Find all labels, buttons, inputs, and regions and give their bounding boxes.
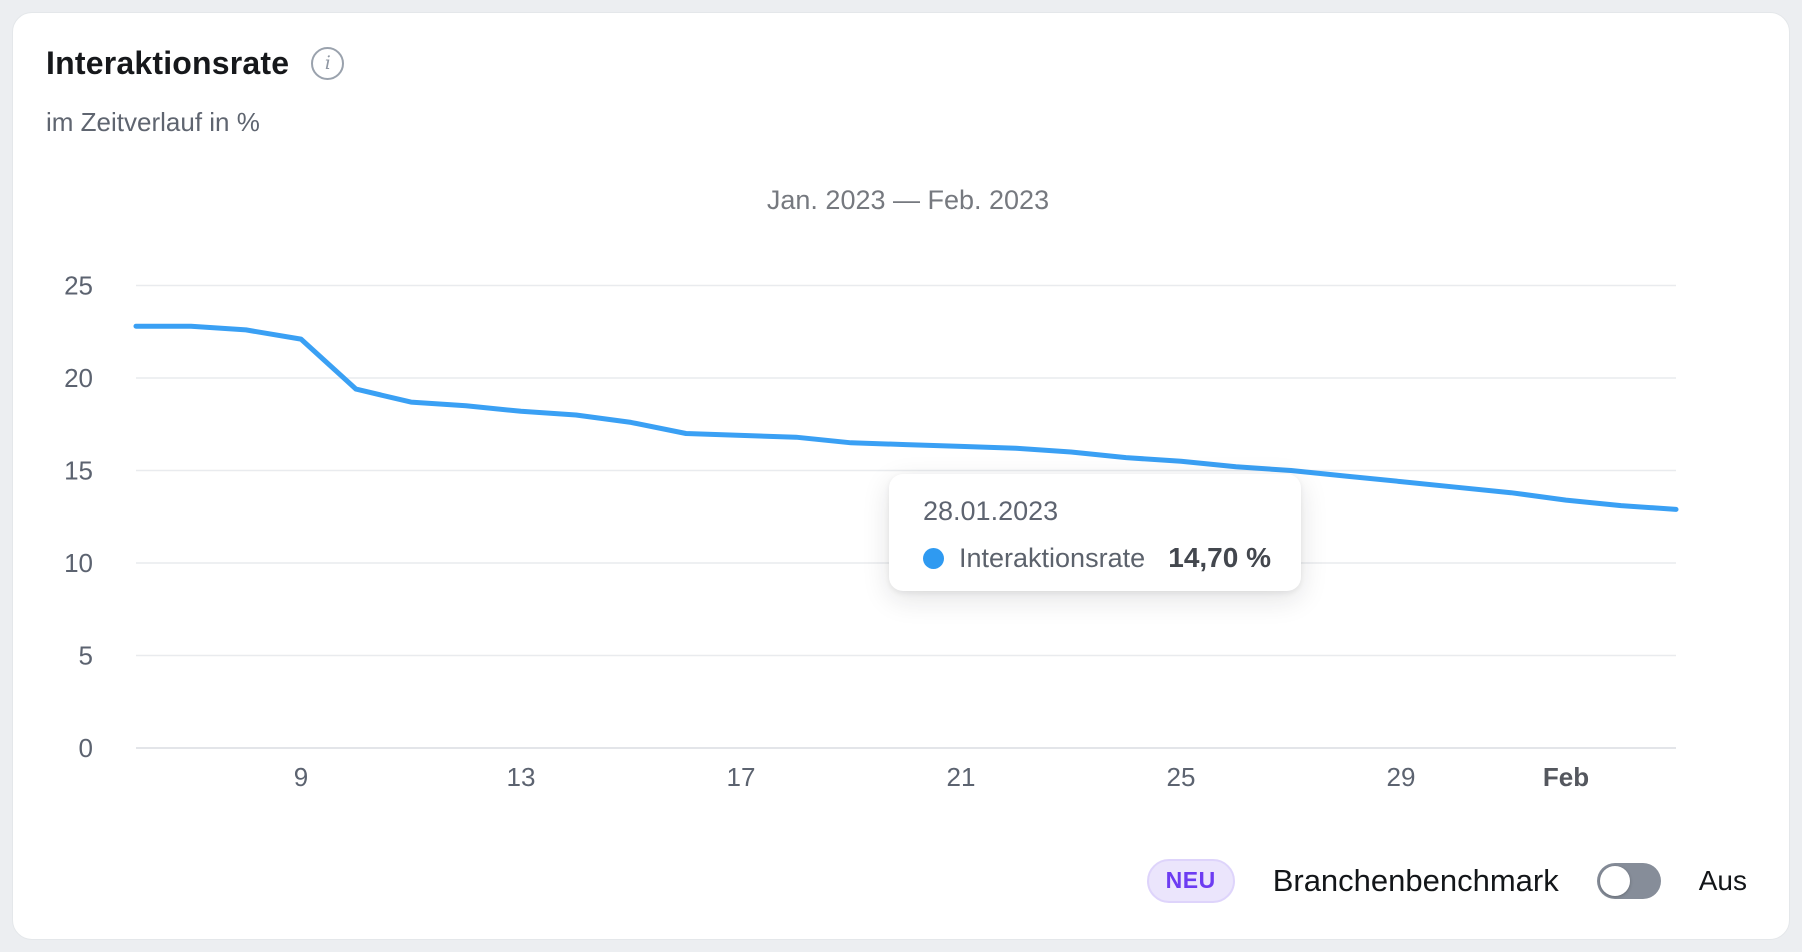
page-title: Interaktionsrate	[46, 45, 290, 81]
y-tick-label-0: 0	[79, 733, 93, 763]
x-tick-label-21: 21	[947, 762, 976, 792]
neu-badge: NEU	[1146, 859, 1235, 903]
chart-period-title: Jan. 2023 — Feb. 2023	[766, 185, 1050, 215]
tooltip-series-label: Interaktionsrate	[959, 542, 1146, 573]
x-tick-label-feb: Feb	[1543, 762, 1589, 792]
x-tick-label-25: 25	[1167, 762, 1196, 792]
tooltip-date: 28.01.2023	[923, 496, 1059, 526]
chart-card: Interaktionsrate i im Zeitverlauf in % J…	[12, 12, 1790, 940]
benchmark-label: Branchenbenchmark	[1272, 863, 1559, 898]
y-tick-label-10: 10	[64, 548, 93, 578]
y-tick-label-15: 15	[64, 456, 93, 486]
toggle-state-label: Aus	[1698, 865, 1747, 896]
y-tick-label-25: 25	[64, 271, 93, 301]
benchmark-controls: NEU Branchenbenchmark Aus	[1146, 851, 1747, 911]
tooltip-value: 14,70 %	[1168, 542, 1271, 573]
card-subtitle: im Zeitverlauf in %	[46, 107, 260, 137]
chart-tooltip: 28.01.2023 Interaktionsrate 14,70 %	[889, 474, 1301, 591]
x-tick-label-13: 13	[507, 762, 536, 792]
info-icon[interactable]: i	[311, 47, 345, 80]
x-tick-label-17: 17	[727, 762, 756, 792]
y-tick-label-20: 20	[64, 363, 93, 393]
series-dot-icon	[923, 547, 944, 569]
x-tick-label-29: 29	[1387, 762, 1416, 792]
card-header: Interaktionsrate i	[46, 45, 345, 82]
x-tick-label-9: 9	[294, 762, 308, 792]
tooltip-series-row: Interaktionsrate 14,70 %	[923, 542, 1271, 574]
benchmark-toggle[interactable]	[1596, 863, 1661, 899]
info-icon-glyph: i	[324, 52, 331, 74]
series-line-interaktionsrate	[133, 323, 1679, 512]
y-tick-label-5: 5	[79, 641, 93, 671]
toggle-knob-icon	[1599, 866, 1630, 896]
